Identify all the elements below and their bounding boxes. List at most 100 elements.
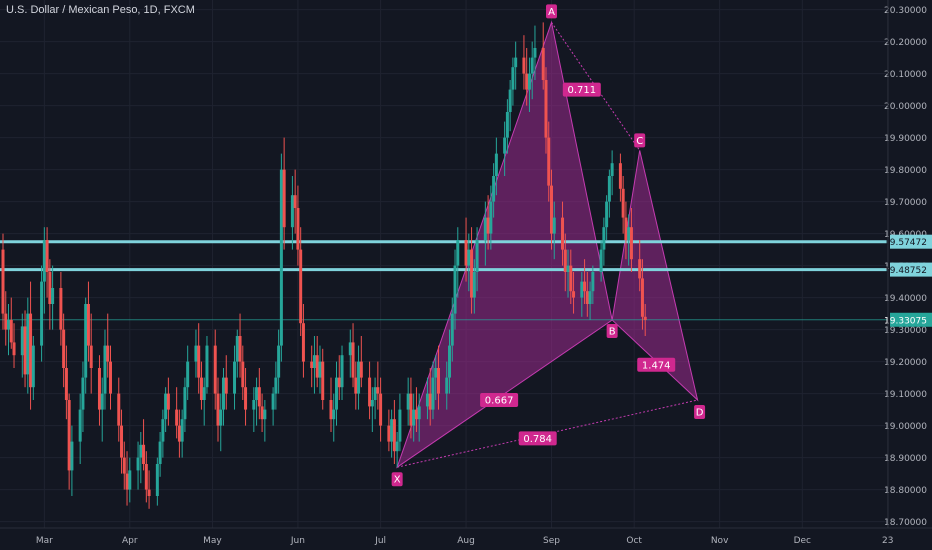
candle-body	[81, 377, 85, 410]
candle-body	[205, 345, 209, 388]
horizontal-levels[interactable]	[0, 240, 888, 321]
candle-body	[514, 57, 518, 68]
candle-body	[321, 361, 325, 400]
ratio-label: 1.474	[637, 357, 676, 372]
candle-body	[233, 361, 237, 394]
badge-text: C	[636, 136, 643, 147]
candle-body	[274, 377, 278, 394]
candle-body	[70, 441, 74, 471]
chart-title: U.S. Dollar / Mexican Peso, 1D, FXCM	[6, 4, 195, 16]
price-tick-label: 19.30000	[884, 326, 927, 336]
candle-body	[136, 457, 140, 471]
point-label-d: D	[694, 405, 706, 419]
candle-body	[409, 393, 413, 426]
candle-body	[605, 201, 609, 228]
candle-body	[186, 361, 190, 388]
pattern-labels: X A B C D 0.711 0.667 0.784 1.474	[391, 4, 706, 487]
candle-body	[279, 169, 283, 346]
candle-body	[618, 163, 622, 189]
candle-body	[390, 419, 394, 442]
candle-body	[508, 89, 512, 112]
candle-body	[368, 377, 372, 407]
candle-body	[4, 313, 8, 330]
candle-body	[348, 342, 352, 356]
candle-body	[467, 249, 471, 266]
candle-body	[222, 377, 225, 410]
time-tick-label: Dec	[794, 536, 811, 546]
candle-body	[492, 176, 496, 202]
candle-body	[475, 240, 479, 272]
price-tick-label: 18.80000	[884, 486, 927, 496]
candle-body	[643, 316, 647, 320]
candle-body	[235, 336, 239, 362]
candle-body	[282, 169, 286, 228]
price-tick-label: 19.20000	[884, 358, 927, 368]
candle-body	[610, 163, 614, 176]
candle-body	[472, 272, 476, 298]
candle-body	[45, 240, 49, 272]
time-tick-label: Jun	[290, 536, 305, 546]
candle-body	[175, 409, 179, 426]
candle-body	[199, 377, 203, 400]
candle-body	[40, 281, 44, 346]
candle-body	[139, 444, 143, 458]
price-tick-label: 19.40000	[884, 294, 927, 304]
candle-body	[561, 217, 565, 250]
candle-body	[197, 345, 201, 378]
candle-body	[122, 457, 126, 474]
candle-body	[12, 342, 16, 356]
time-tick-label: Jul	[374, 536, 386, 546]
candle-body	[602, 227, 606, 250]
candle-body	[544, 80, 548, 138]
candle-body	[580, 281, 584, 298]
badge-bg	[518, 431, 557, 446]
candle-body	[142, 444, 146, 464]
candle-body	[64, 368, 68, 400]
badge-bg	[545, 4, 557, 19]
time-axis-bg	[0, 528, 932, 550]
candle-body	[563, 249, 567, 272]
candle-body	[470, 249, 474, 298]
candle-body	[505, 112, 509, 138]
price-tick-label: 20.00000	[884, 102, 927, 112]
candle-body	[310, 361, 314, 368]
candle-body	[202, 387, 206, 400]
candle-body	[436, 368, 440, 394]
point-label-c: C	[634, 133, 646, 148]
price-label-bg	[890, 312, 932, 327]
candle-body	[277, 345, 281, 378]
candle-body	[552, 217, 556, 234]
price-tick-label: 20.30000	[884, 6, 927, 16]
candle-body	[23, 326, 27, 375]
candle-body	[445, 377, 449, 394]
candle-body	[541, 48, 545, 80]
candle-body	[51, 288, 55, 304]
candle-body	[406, 393, 410, 410]
candle-body	[312, 355, 316, 368]
price-label-bg	[890, 262, 932, 277]
candle-body	[48, 272, 52, 304]
ratio-label: 0.711	[562, 82, 601, 97]
time-tick-label: Mar	[36, 536, 53, 546]
badge-text: 0.784	[523, 434, 552, 445]
candle-body	[100, 393, 104, 410]
candle-body	[216, 393, 220, 426]
ratio-label: 0.667	[480, 393, 519, 407]
candle-body	[9, 320, 13, 343]
badge-bg	[562, 82, 601, 97]
candle-body	[213, 345, 217, 394]
candle-body	[549, 185, 553, 234]
candle-body	[238, 336, 242, 362]
price-tick-label: 18.90000	[884, 454, 927, 464]
candle-body	[255, 387, 259, 400]
price-axis[interactable]: 18.70000 18.80000 18.90000 19.00000 19.10000…	[884, 0, 932, 550]
candle-body	[599, 249, 603, 272]
candle-body	[241, 361, 245, 388]
candle-body	[547, 137, 551, 186]
candle-body	[62, 329, 66, 368]
price-tick-label: 20.20000	[884, 38, 927, 48]
